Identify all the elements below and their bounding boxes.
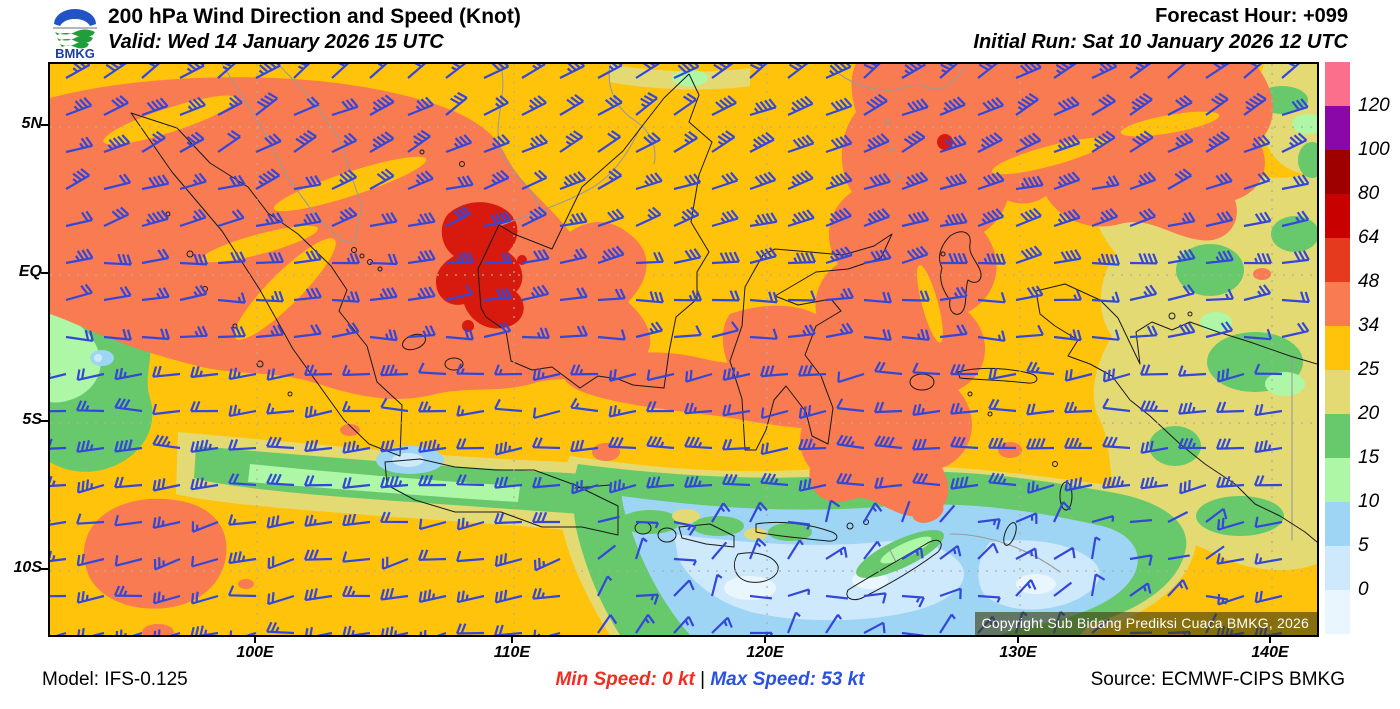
colorbar-label: 120 xyxy=(1358,95,1390,116)
colorbar-label: 20 xyxy=(1358,403,1380,424)
colorbar-segment xyxy=(1325,150,1350,194)
colorbar-label: 80 xyxy=(1358,183,1380,204)
colorbar-segment xyxy=(1325,194,1350,238)
colorbar-label: 0 xyxy=(1358,579,1369,600)
colorbar xyxy=(1325,62,1350,634)
colorbar-label: 15 xyxy=(1358,447,1380,468)
minmax-speed: Min Speed: 0 kt | Max Speed: 53 kt xyxy=(430,669,990,691)
colorbar-segment xyxy=(1325,282,1350,326)
map-canvas: Copyright Sub Bidang Prediksi Cuaca BMKG… xyxy=(48,62,1319,637)
lon-tick xyxy=(254,636,256,643)
lon-label: 140E xyxy=(1251,644,1289,661)
valid-time: Valid: Wed 14 January 2026 15 UTC xyxy=(108,31,444,53)
bmkg-logo: BMKG xyxy=(53,9,97,60)
colorbar-label: 34 xyxy=(1358,315,1380,336)
copyright-watermark: Copyright Sub Bidang Prediksi Cuaca BMKG… xyxy=(974,612,1317,635)
lon-label: 120E xyxy=(746,644,784,661)
logo-text: BMKG xyxy=(55,46,95,60)
source-label: Source: ECMWF-CIPS BMKG xyxy=(1090,669,1345,690)
min-speed: Min Speed: 0 kt xyxy=(555,669,695,690)
lat-tick xyxy=(41,568,48,570)
lat-label: 5N xyxy=(21,115,42,132)
colorbar-label: 25 xyxy=(1358,359,1380,380)
page-title: 200 hPa Wind Direction and Speed (Knot) xyxy=(108,5,521,28)
max-speed: Max Speed: 53 kt xyxy=(710,669,865,690)
lat-tick xyxy=(41,124,48,126)
lat-tick xyxy=(41,272,48,274)
wind-barbs xyxy=(50,64,1310,635)
lon-tick xyxy=(1269,636,1271,643)
minmax-separator: | xyxy=(694,669,711,690)
field-salmon-red xyxy=(50,64,1273,635)
wind-map xyxy=(50,64,1317,635)
colorbar-segment xyxy=(1325,326,1350,370)
colorbar-label: 48 xyxy=(1358,271,1380,292)
colorbar-label: 100 xyxy=(1358,139,1390,160)
colorbar-segment xyxy=(1325,458,1350,502)
lat-tick xyxy=(41,420,48,422)
colorbar-label: 5 xyxy=(1358,535,1369,556)
lon-label: 130E xyxy=(999,644,1037,661)
colorbar-segment xyxy=(1325,502,1350,546)
colorbar-segment xyxy=(1325,238,1350,282)
lon-label: 110E xyxy=(493,644,531,661)
colorbar-segment xyxy=(1325,546,1350,590)
colorbar-segment xyxy=(1325,370,1350,414)
lon-tick xyxy=(511,636,513,643)
lat-label: 5S xyxy=(22,411,42,428)
initial-run: Initial Run: Sat 10 January 2026 12 UTC xyxy=(973,31,1348,53)
colorbar-segment xyxy=(1325,590,1350,634)
colorbar-label: 10 xyxy=(1358,491,1380,512)
lat-label: 10S xyxy=(13,559,42,576)
foreign-coastlines xyxy=(221,64,1293,573)
lon-tick xyxy=(1017,636,1019,643)
lon-label: 100E xyxy=(236,644,274,661)
colorbar-segment xyxy=(1325,414,1350,458)
colorbar-segment xyxy=(1325,106,1350,150)
model-label: Model: IFS-0.125 xyxy=(42,669,188,690)
colorbar-label: 64 xyxy=(1358,227,1380,248)
lat-label: EQ xyxy=(18,263,42,280)
forecast-hour: Forecast Hour: +099 xyxy=(1155,5,1348,27)
colorbar-segment xyxy=(1325,62,1350,106)
lon-tick xyxy=(764,636,766,643)
